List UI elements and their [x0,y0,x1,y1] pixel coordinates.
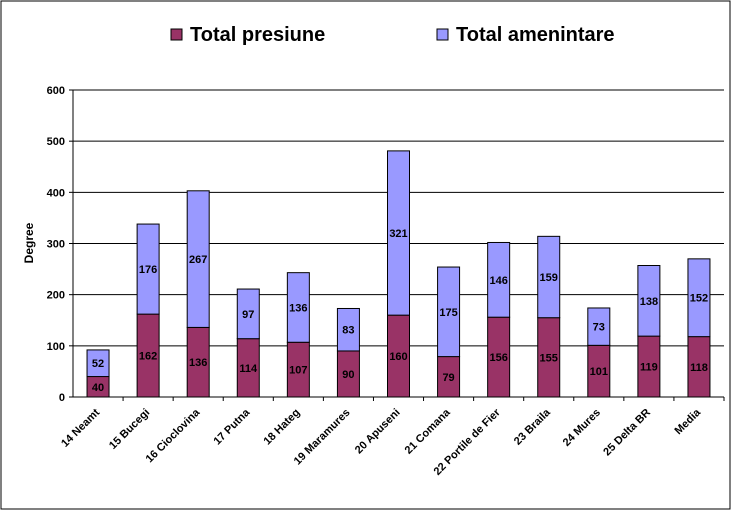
data-label: 97 [242,309,254,321]
data-label: 83 [342,325,354,337]
bar-segment [537,235,561,319]
bar-segment [637,265,661,337]
data-label: 160 [389,351,407,363]
bar-segment [336,307,360,352]
y-tick-label: 300 [47,239,65,251]
data-label: 321 [389,228,407,240]
data-label: 138 [640,296,658,308]
data-label: 119 [640,362,658,374]
bar-segment [687,258,711,338]
data-label: 107 [289,365,307,377]
y-tick-label: 600 [47,85,65,97]
data-label: 73 [593,322,605,334]
legend: Total presiune Total amenintare [170,24,615,46]
bar-segment [487,241,511,318]
data-label: 156 [489,352,507,364]
axes [69,89,725,401]
data-label: 175 [439,307,457,319]
legend-swatch [436,28,449,41]
bar-segment [387,150,410,316]
data-label: 159 [540,272,558,284]
data-label: 118 [690,362,708,374]
y-tick-label: 0 [59,392,65,404]
data-label: 90 [342,369,354,381]
y-tick-label: 500 [47,136,65,148]
legend-label: Total presiune [190,24,325,46]
data-label: 162 [139,351,157,363]
data-label: 267 [189,254,207,266]
data-label: 136 [289,302,307,314]
bars [86,150,711,398]
data-label: 152 [690,293,708,305]
legend-label: Total amenintare [456,24,615,46]
y-tick-label: 200 [47,290,65,302]
y-axis-title: Degree [22,222,36,263]
data-label: 146 [489,275,507,287]
bar-segment [186,190,210,328]
data-label: 176 [139,264,157,276]
data-label: 101 [590,366,608,378]
bar-segment [136,223,160,315]
data-label: 114 [239,363,258,375]
data-label: 79 [442,372,454,384]
bar-segment [86,349,110,378]
data-label: 155 [540,352,558,364]
data-label: 136 [189,357,207,369]
bar-segment [587,307,611,346]
data-label: 40 [92,382,104,394]
y-tick-label: 100 [47,341,65,353]
y-tick-label: 400 [47,187,65,199]
legend-swatch [170,28,183,41]
bar-segment [236,288,260,340]
bar-segment [286,272,310,343]
bar-segment [437,266,461,358]
data-label: 52 [92,358,104,370]
